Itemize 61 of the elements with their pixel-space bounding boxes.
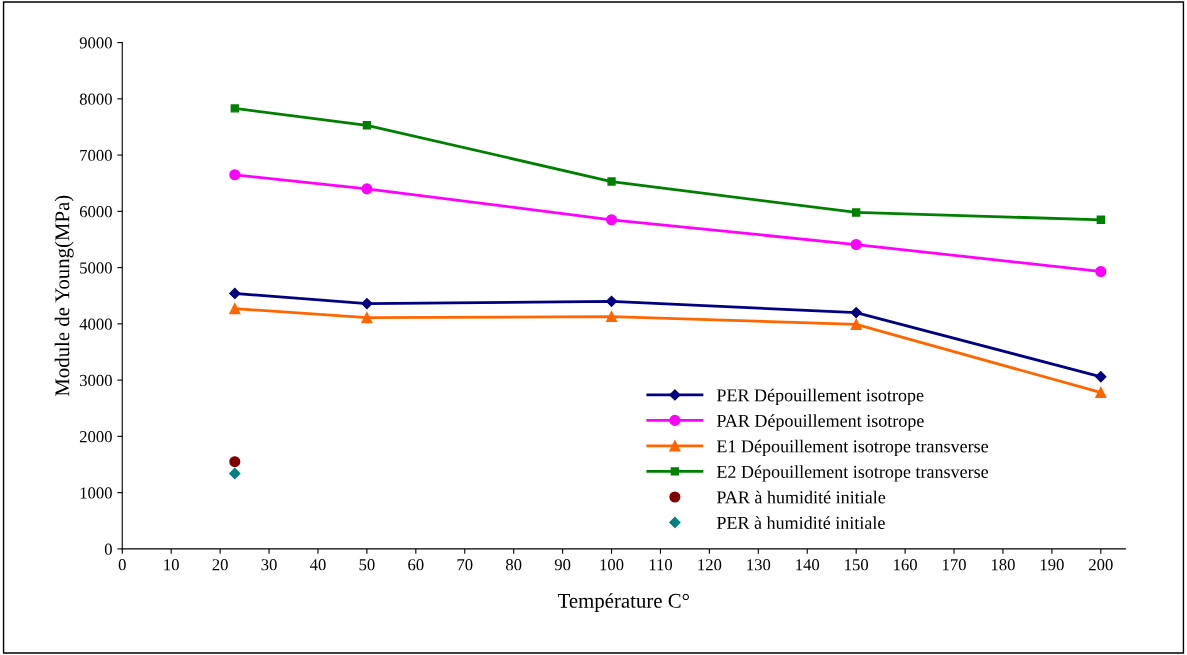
legend-label: E1 Dépouillement isotrope transverse: [716, 439, 989, 457]
point: [361, 298, 373, 310]
point: [852, 208, 861, 217]
x-tick-label: 90: [554, 559, 571, 571]
point: [605, 295, 618, 307]
y-tick-label: 2000: [79, 431, 112, 443]
x-tick-label: 190: [1040, 559, 1064, 571]
y-tick-label: 4000: [79, 318, 112, 330]
legend-label: E2 Dépouillement isotrope transverse: [716, 465, 989, 482]
x-tick-label: 0: [118, 559, 126, 571]
x-tick-label: 70: [457, 559, 473, 571]
y-tick-label: 1000: [80, 487, 112, 499]
x-tick-label: 80: [505, 559, 522, 571]
y-tick-label: 5000: [80, 262, 112, 274]
x-tick-label: 40: [309, 559, 326, 571]
y-tick-label: 6000: [79, 206, 112, 218]
point: [362, 121, 372, 130]
y-axis-title: Module de Young(MPa): [54, 195, 74, 397]
point: [1096, 215, 1105, 224]
legend-label: PAR à humidité initiale: [716, 490, 886, 504]
x-tick-label: 10: [164, 559, 179, 571]
point: [229, 169, 241, 181]
legend-label: PER Dépouillement isotrope: [716, 388, 924, 406]
point: [361, 183, 373, 195]
point: [850, 307, 862, 319]
x-tick-label: 20: [212, 559, 228, 571]
x-tick-label: 30: [261, 559, 277, 571]
point: [1095, 265, 1107, 278]
x-tick-label: 60: [408, 559, 424, 571]
x-tick-label: 170: [943, 559, 966, 571]
x-axis-title: Température C°: [557, 593, 689, 613]
x-tick-label: 140: [796, 559, 820, 571]
y-tick-label: 0: [104, 543, 112, 555]
point: [229, 467, 241, 480]
y-tick-label: 9000: [79, 37, 112, 49]
point: [229, 303, 241, 315]
y-tick-label: 3000: [80, 374, 112, 387]
x-tick-label: 50: [359, 559, 375, 571]
point: [1095, 386, 1107, 399]
legend-label: PER à humidité initiale: [716, 516, 885, 529]
x-tick-label: 200: [1089, 559, 1113, 571]
point: [229, 456, 241, 468]
x-tick-label: 120: [698, 559, 722, 571]
point: [850, 318, 862, 330]
point: [361, 312, 373, 324]
x-tick-label: 160: [894, 559, 917, 571]
point: [229, 287, 241, 300]
point: [605, 310, 618, 323]
x-tick-label: 130: [747, 559, 771, 571]
x-tick-label: 110: [649, 559, 673, 571]
point: [850, 238, 862, 251]
point: [607, 177, 616, 186]
y-tick-label: 8000: [79, 93, 112, 105]
point: [1095, 371, 1107, 383]
point: [230, 104, 239, 113]
legend-label: PAR Dépouillement isotrope: [716, 414, 924, 431]
y-tick-label: 7000: [80, 149, 112, 162]
x-tick-label: 100: [600, 559, 624, 571]
x-tick-label: 180: [991, 559, 1015, 571]
point: [605, 214, 618, 226]
x-tick-label: 150: [845, 559, 869, 571]
